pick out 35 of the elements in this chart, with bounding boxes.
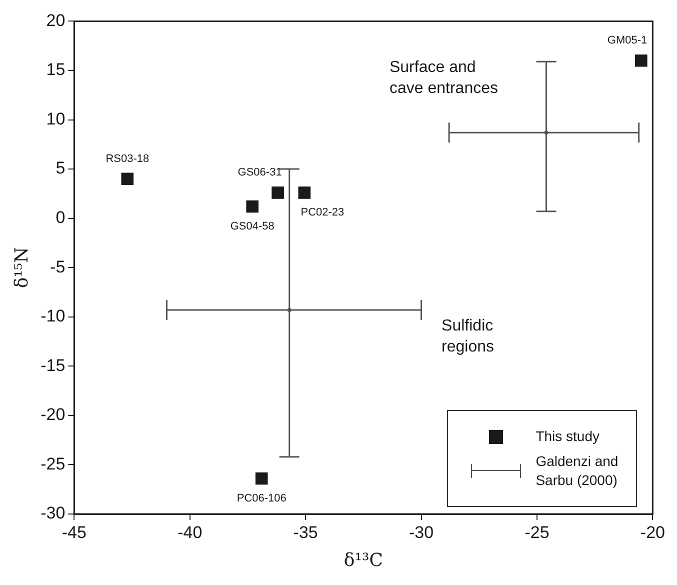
point: [246, 200, 259, 213]
y-tick-label: -15: [40, 356, 66, 375]
x-tick-label: -30: [409, 522, 434, 542]
x-tick-label: -35: [293, 522, 318, 542]
y-axis-title: δ¹⁵N: [11, 247, 32, 288]
point: [298, 186, 311, 199]
point: [255, 472, 268, 485]
annotation: RS03-18: [106, 152, 150, 165]
legend-label: This study: [536, 427, 601, 446]
y-tick-label: 20: [46, 10, 66, 30]
annotation: PC02-23: [300, 206, 344, 219]
annotation: GM05-1: [607, 34, 648, 47]
y-tick-label: -20: [40, 405, 66, 424]
x-tick-label: -25: [524, 522, 550, 542]
annotation: PC06-106: [236, 492, 286, 505]
annotation: GS04-58: [230, 220, 274, 233]
x-tick-label: -40: [178, 522, 202, 542]
x-tick-label: -20: [640, 522, 666, 542]
legend-label: Galdenzi and Sarbu (2000): [536, 452, 620, 490]
y-tick-label: -10: [40, 306, 66, 326]
annotation: Surface and cave entrances: [389, 58, 498, 97]
y-tick-label: 10: [46, 109, 66, 128]
point: [634, 54, 648, 67]
y-tick-label: -25: [40, 454, 66, 474]
y-tick-label: 5: [56, 158, 66, 178]
annotation: Sulfidic regions: [442, 318, 494, 356]
y-tick-label: -30: [40, 504, 66, 523]
annotation: GS06-31: [238, 166, 282, 179]
y-tick-label: -5: [50, 257, 66, 276]
y-tick-label: 0: [56, 208, 66, 228]
y-tick-label: 15: [46, 60, 66, 80]
point: [121, 172, 134, 186]
x-axis-title: δ¹³C: [344, 550, 383, 571]
x-tick-label: -45: [62, 522, 86, 542]
point: [272, 186, 284, 199]
